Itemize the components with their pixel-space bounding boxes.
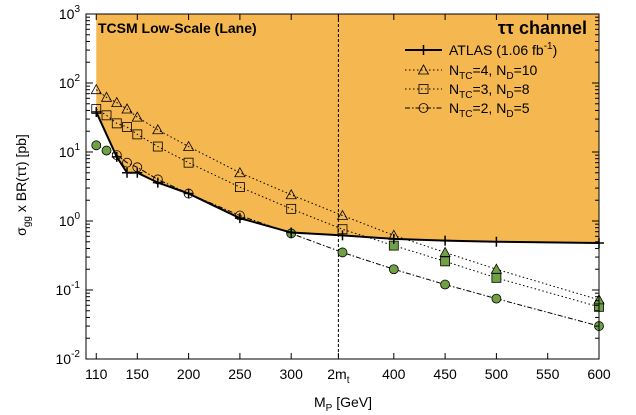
legend-label-atlas: ATLAS (1.06 fb-1) xyxy=(449,41,557,58)
x-axis-label-rest: [GeV] xyxy=(332,394,372,410)
data-point-ntc4 xyxy=(182,140,195,151)
plot-frame xyxy=(85,13,600,360)
x-tick-label: 500 xyxy=(485,366,509,382)
data-point-ntc4 xyxy=(111,96,123,107)
data-point-atlas xyxy=(234,213,245,224)
data-point-ntc2 xyxy=(337,247,348,258)
series-line-ntc4 xyxy=(95,89,600,301)
y-axis-label: σgg x BR(ττ) [pb] xyxy=(13,134,33,236)
legend-label-ntc3: NTC=3, ND=8 xyxy=(449,81,530,101)
data-point-atlas xyxy=(440,235,451,246)
x-axis-label-sub: P xyxy=(326,403,333,414)
data-point-ntc4 xyxy=(90,83,102,95)
series-layer xyxy=(90,83,605,331)
y-tick-label: 102 xyxy=(59,73,81,91)
data-point-ntc2 xyxy=(388,264,399,275)
data-point-ntc3 xyxy=(491,272,502,283)
x-tick-label: 600 xyxy=(587,366,611,382)
excluded-region xyxy=(96,14,599,243)
x-tick-label: 200 xyxy=(177,366,201,382)
data-point-ntc4 xyxy=(100,91,113,102)
data-point-ntc3 xyxy=(132,129,143,140)
data-point-atlas xyxy=(91,106,102,117)
legend-marker-ntc4 xyxy=(417,64,430,75)
data-point-ntc2 xyxy=(440,279,451,290)
x-tick-label: 2mt xyxy=(327,366,349,386)
legend-label-ntc2: NTC=2, ND=5 xyxy=(449,100,530,120)
data-point-ntc3 xyxy=(152,141,163,152)
legend-marker-ntc2 xyxy=(418,103,429,113)
data-point-ntc3 xyxy=(101,110,112,121)
data-point-atlas xyxy=(132,167,143,178)
data-point-atlas xyxy=(152,177,163,188)
x-tick-label: 250 xyxy=(228,366,252,382)
y-axis-label-sigma: σ xyxy=(13,227,29,236)
data-point-ntc4 xyxy=(121,103,133,114)
x-tick-label: 300 xyxy=(280,366,304,382)
x-axis-label-main: M xyxy=(314,394,326,410)
data-point-ntc4 xyxy=(285,188,297,200)
annotation-model: TCSM Low-Scale (Lane) xyxy=(98,20,257,36)
data-point-ntc4 xyxy=(336,209,349,220)
y-tick-label: 103 xyxy=(59,4,81,22)
data-point-atlas xyxy=(183,188,194,199)
data-point-ntc3 xyxy=(111,118,122,129)
y-tick-label: 101 xyxy=(59,142,81,160)
y-tick-label: 10-2 xyxy=(56,349,81,367)
data-point-ntc4 xyxy=(131,111,143,122)
y-tick-label: 10-1 xyxy=(56,280,81,298)
data-point-ntc4 xyxy=(490,263,503,274)
data-point-ntc2 xyxy=(491,293,502,304)
data-point-ntc3 xyxy=(234,182,245,192)
data-point-atlas xyxy=(286,227,297,238)
legend-marker-atlas xyxy=(418,45,429,55)
x-tick-label: 550 xyxy=(536,366,560,382)
legend-marker-ntc3 xyxy=(418,84,429,94)
ticks-layer: 110 150 200 250 300 2mt 400 450 500 550 600 10-2 10-… xyxy=(56,4,611,386)
data-point-ntc3 xyxy=(286,203,297,214)
data-point-atlas xyxy=(388,233,399,244)
data-point-ntc3 xyxy=(183,157,194,168)
x-tick-label: 450 xyxy=(433,366,457,382)
data-point-ntc2 xyxy=(101,145,112,156)
y-axis-label-sub: gg xyxy=(22,216,33,227)
data-point-ntc3 xyxy=(440,256,451,267)
data-point-atlas xyxy=(111,151,122,162)
x-axis-label: MP [GeV] xyxy=(314,394,372,414)
data-point-atlas xyxy=(122,167,133,178)
data-point-atlas xyxy=(337,230,348,241)
legend-label-ntc4: NTC=4, ND=10 xyxy=(449,62,538,82)
data-point-ntc4 xyxy=(152,123,164,135)
x-tick-label: 150 xyxy=(126,366,150,382)
data-point-ntc3 xyxy=(122,122,132,132)
x-tick-label: 110 xyxy=(85,366,108,382)
data-point-atlas xyxy=(491,236,502,247)
data-point-ntc2 xyxy=(91,140,102,151)
series-atlas xyxy=(91,106,604,248)
y-axis-label-rest: x BR(ττ) [pb] xyxy=(13,134,29,216)
data-point-ntc2 xyxy=(122,157,132,168)
y-tick-label: 100 xyxy=(59,211,81,229)
x-tick-label: 400 xyxy=(382,366,406,382)
data-point-ntc4 xyxy=(439,246,451,257)
annotation-channel: ττ channel xyxy=(498,18,587,38)
data-point-ntc4 xyxy=(234,166,246,178)
